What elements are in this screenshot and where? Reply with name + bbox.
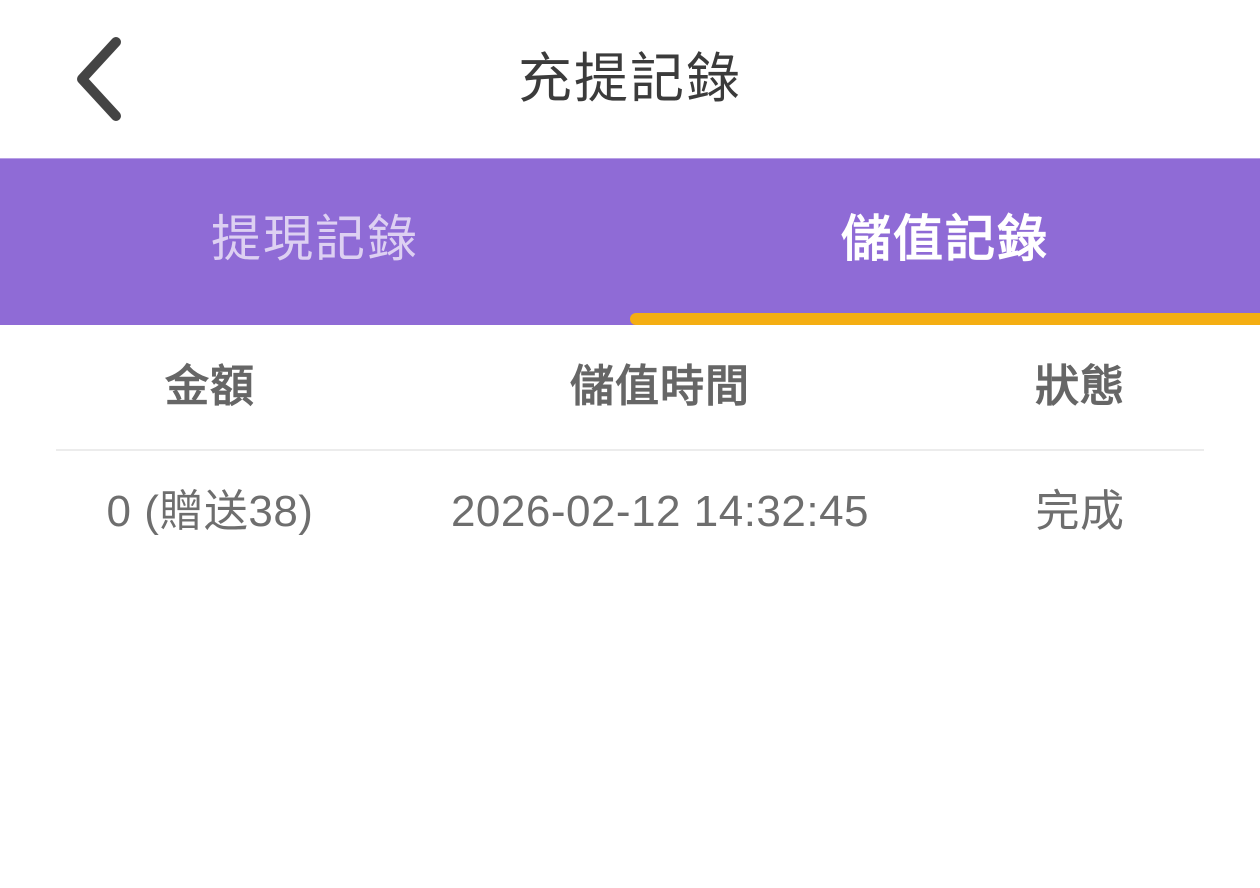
tab-bar: 提現記錄 儲值記錄 <box>0 158 1260 325</box>
tab-withdrawal-record[interactable]: 提現記錄 <box>0 159 630 325</box>
cell-amount: 0 (贈送38) <box>0 490 420 534</box>
navigation-bar: 充提記錄 <box>0 0 1260 158</box>
back-button[interactable] <box>46 26 152 132</box>
empty-list-area <box>0 573 1260 888</box>
page-title: 充提記錄 <box>518 49 742 109</box>
column-header-amount: 金額 <box>0 365 420 409</box>
cell-status: 完成 <box>900 490 1260 534</box>
column-header-amount-label: 金額 <box>165 362 255 411</box>
column-header-status-label: 狀態 <box>1035 362 1125 411</box>
records-table: 金額 儲值時間 狀態 0 (贈送38) 2026-02-12 14:32:45 … <box>0 325 1260 888</box>
active-tab-indicator <box>630 313 1260 325</box>
chevron-left-icon <box>72 36 126 122</box>
header-divider <box>56 449 1204 451</box>
tab-withdrawal-record-label: 提現記錄 <box>211 211 419 267</box>
cell-time: 2026-02-12 14:32:45 <box>420 490 900 534</box>
cell-amount-value: 0 (贈送38) <box>106 487 314 536</box>
column-header-status: 狀態 <box>900 365 1260 409</box>
tab-recharge-record-label: 儲值記錄 <box>841 211 1049 267</box>
table-row[interactable]: 0 (贈送38) 2026-02-12 14:32:45 完成 <box>0 451 1260 573</box>
cell-time-value: 2026-02-12 14:32:45 <box>450 487 870 536</box>
tab-recharge-record[interactable]: 儲值記錄 <box>630 159 1260 325</box>
table-header-row: 金額 儲值時間 狀態 <box>0 325 1260 449</box>
status-badge: 完成 <box>1035 487 1125 536</box>
column-header-time: 儲值時間 <box>420 365 900 409</box>
column-header-time-label: 儲值時間 <box>570 362 750 411</box>
